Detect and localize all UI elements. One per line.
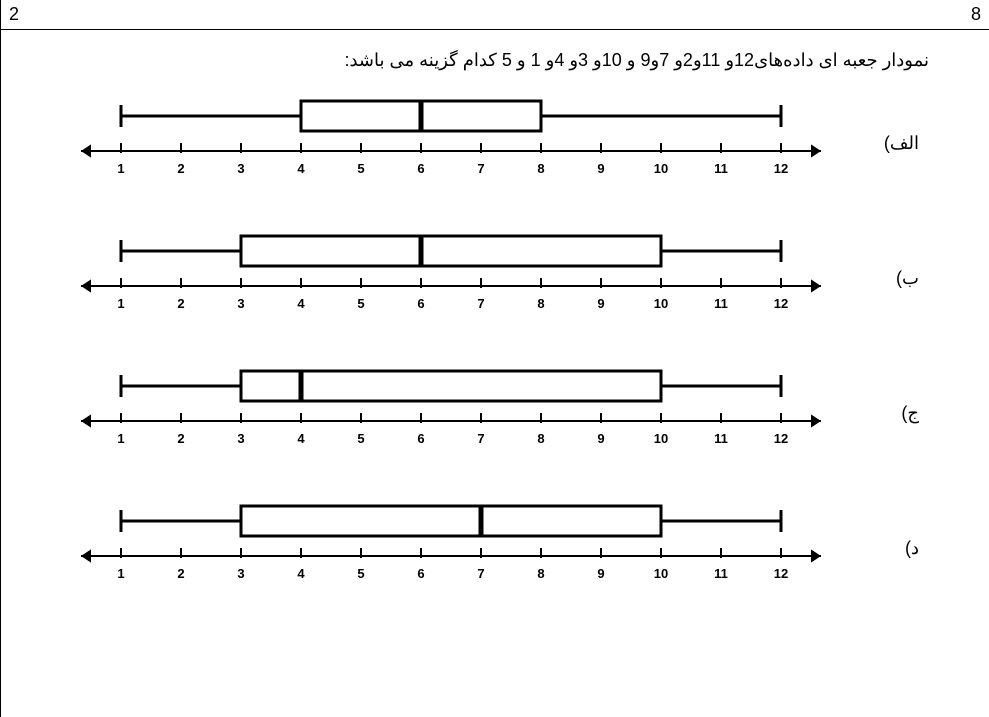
axis-tick-label: 9 [597,296,604,311]
axis-tick-label: 7 [477,296,484,311]
axis-tick-label: 6 [417,431,424,446]
boxplot-svg: 123456789101112 [61,496,821,596]
axis-tick-label: 10 [654,431,668,446]
plot-svg-wrap: 123456789101112 [61,91,859,196]
option-label: الف) [859,133,929,154]
header-right: 8 [971,4,981,25]
axis-tick-label: 6 [417,296,424,311]
option-label: د) [859,538,929,559]
axis-tick-label: 1 [117,566,124,581]
axis: 123456789101112 [81,548,821,581]
plot-row: 123456789101112 ج) [61,361,929,466]
axis-tick-label: 1 [117,431,124,446]
axis-tick-label: 12 [774,431,788,446]
axis-tick-label: 7 [477,431,484,446]
axis-tick-label: 2 [177,161,184,176]
axis-tick-label: 7 [477,566,484,581]
axis-tick-label: 4 [297,161,305,176]
axis-tick-label: 1 [117,296,124,311]
axis-tick-label: 3 [237,161,244,176]
axis-tick-label: 10 [654,161,668,176]
axis-tick-label: 5 [357,566,364,581]
axis-tick-label: 9 [597,431,604,446]
boxplot-svg: 123456789101112 [61,361,821,461]
plot-svg-wrap: 123456789101112 [61,361,859,466]
option-label: ب) [859,268,929,289]
boxplot-svg: 123456789101112 [61,226,821,326]
axis-tick-label: 11 [714,566,728,581]
axis-tick-label: 5 [357,431,364,446]
axis-tick-label: 7 [477,161,484,176]
axis-tick-label: 3 [237,566,244,581]
option-label: ج) [859,403,929,424]
axis-tick-label: 9 [597,161,604,176]
axis-tick-label: 12 [774,161,788,176]
axis-tick-label: 8 [537,431,544,446]
axis-tick-label: 2 [177,296,184,311]
axis-tick-label: 12 [774,566,788,581]
boxplot [121,236,781,266]
page: 2 8 نمودار جعبه ای داده‌های12و 11و2و 7و9… [0,0,989,717]
axis-tick-label: 11 [714,431,728,446]
axis-tick-label: 11 [714,161,728,176]
axis-tick-label: 10 [654,296,668,311]
axis-tick-label: 8 [537,566,544,581]
axis-tick-label: 2 [177,566,184,581]
axis-tick-label: 3 [237,296,244,311]
axis-tick-label: 3 [237,431,244,446]
axis: 123456789101112 [81,413,821,446]
axis-tick-label: 12 [774,296,788,311]
axis-tick-label: 4 [297,431,305,446]
axis-tick-label: 4 [297,566,305,581]
axis-tick-label: 5 [357,161,364,176]
axis-tick-label: 11 [714,296,728,311]
axis-tick-label: 2 [177,431,184,446]
plot-row: 123456789101112 د) [61,496,929,601]
plot-row: 123456789101112 ب) [61,226,929,331]
plot-svg-wrap: 123456789101112 [61,496,859,601]
axis-tick-label: 9 [597,566,604,581]
axis-tick-label: 4 [297,296,305,311]
axis: 123456789101112 [81,278,821,311]
axis-tick-label: 8 [537,296,544,311]
question-text: نمودار جعبه ای داده‌های12و 11و2و 7و9 و 1… [1,30,989,81]
axis-tick-label: 8 [537,161,544,176]
header-row: 2 8 [1,0,989,30]
plot-row: 123456789101112 الف) [61,91,929,196]
boxplot-svg: 123456789101112 [61,91,821,191]
header-left: 2 [9,4,19,25]
axis: 123456789101112 [81,143,821,176]
boxplot [121,101,781,131]
axis-tick-label: 5 [357,296,364,311]
boxplot [121,371,781,401]
plot-svg-wrap: 123456789101112 [61,226,859,331]
axis-tick-label: 6 [417,161,424,176]
boxplot [121,506,781,536]
axis-tick-label: 6 [417,566,424,581]
plots-container: 123456789101112 الف) 123456789101112 ب) … [1,91,989,601]
axis-tick-label: 1 [117,161,124,176]
axis-tick-label: 10 [654,566,668,581]
